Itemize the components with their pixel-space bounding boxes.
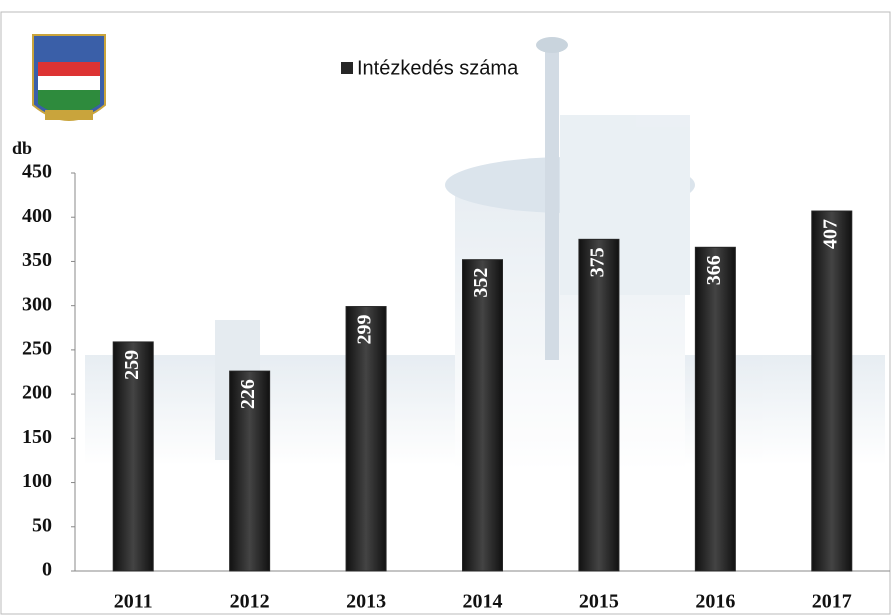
bar: [463, 260, 503, 571]
x-tick-label: 2013: [346, 591, 386, 613]
data-label: 366: [703, 255, 725, 285]
data-label: 226: [237, 379, 259, 409]
x-tick-label: 2011: [114, 591, 153, 613]
y-tick-label: 400: [22, 205, 52, 227]
legend-swatch: [341, 62, 353, 74]
y-tick-label: 350: [22, 249, 52, 271]
bar: [812, 211, 852, 571]
data-label: 352: [470, 268, 492, 298]
police-logo: [33, 35, 105, 120]
x-tick-label: 2015: [579, 591, 619, 613]
chart: db Intézkedés száma 0 50 100 150 200 250 300 35…: [0, 0, 891, 615]
y-axis-label: db: [12, 138, 32, 158]
x-tick-label: 2016: [695, 591, 735, 613]
y-tick-label: 250: [22, 337, 52, 359]
bar: [346, 307, 386, 571]
data-label: 407: [819, 219, 841, 249]
y-tick-label: 150: [22, 426, 52, 448]
bar: [695, 247, 735, 571]
y-tick-label: 0: [42, 559, 52, 581]
data-label: 375: [587, 247, 609, 277]
x-tick-label: 2017: [812, 591, 852, 613]
bar: [579, 239, 619, 571]
y-tick-label: 300: [22, 293, 52, 315]
y-tick-label: 200: [22, 382, 52, 404]
x-tick-label: 2014: [463, 591, 503, 613]
data-label: 299: [354, 315, 376, 345]
y-tick-label: 100: [22, 470, 52, 492]
x-tick-label: 2012: [230, 591, 270, 613]
legend-label: Intézkedés száma: [357, 57, 519, 79]
data-label: 259: [121, 350, 143, 380]
y-tick-label: 50: [32, 514, 52, 536]
y-tick-label: 450: [22, 161, 52, 183]
